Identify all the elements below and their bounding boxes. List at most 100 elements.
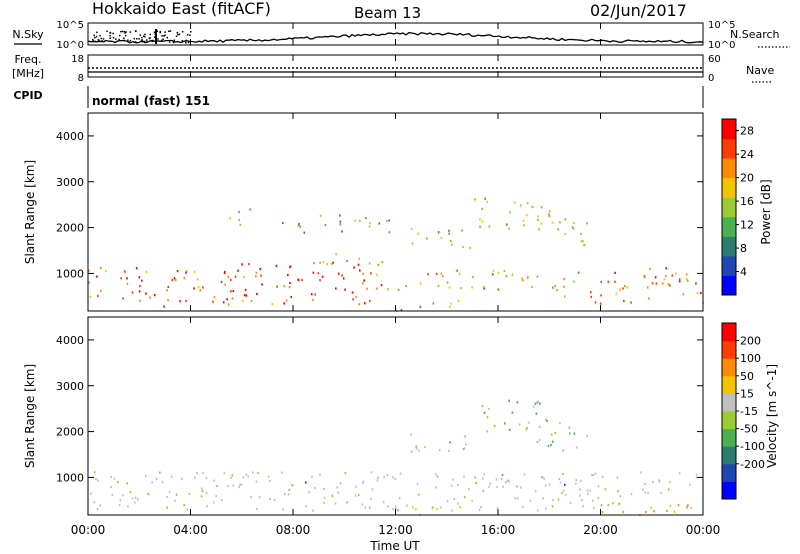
power-cell (261, 283, 263, 286)
velocity-colorbar-tick-label: 50 (740, 370, 754, 383)
power-cell (486, 200, 489, 203)
plot-title: Hokkaido East (fitACF) (92, 0, 271, 18)
power-cell (563, 277, 565, 280)
velocity-cell (186, 508, 189, 511)
power-cell (472, 276, 474, 279)
power-cell (564, 232, 567, 236)
nsky-dot (95, 35, 98, 38)
velocity-cell (600, 504, 603, 507)
nsky-dot (123, 31, 126, 33)
velocity-cell (206, 505, 208, 508)
nsky-dot (178, 33, 181, 35)
power-cell (387, 288, 389, 291)
velocity-cell (221, 499, 223, 502)
velocity-cell (562, 472, 564, 475)
velocity-cell (535, 401, 538, 404)
power-cell (362, 272, 364, 275)
nsky-dot (146, 39, 148, 41)
nsky-dot (106, 30, 108, 32)
nsky-dot (134, 41, 137, 43)
velocity-cell (435, 486, 437, 489)
nsky-dot (134, 30, 137, 33)
velocity-colorbar-tick-label: 15 (740, 387, 754, 400)
velocity-cell (175, 493, 178, 496)
velocity-cell (463, 447, 466, 450)
nsky-dot (190, 31, 192, 33)
nsky-dot (100, 37, 103, 40)
power-cell (440, 272, 443, 275)
velocity-cell (414, 508, 417, 511)
power-colorbar-bin (722, 275, 736, 296)
date-label: 02/Jun/2017 (590, 1, 687, 20)
velocity-cell (471, 499, 473, 502)
velocity-cell (539, 402, 541, 405)
nsky-dot (157, 38, 159, 40)
power-cell (397, 288, 400, 291)
velocity-cell (288, 488, 290, 491)
velocity-cell (431, 506, 434, 509)
power-cell (686, 278, 688, 281)
power-cell (100, 266, 102, 269)
velocity-cell (575, 482, 577, 485)
velocity-cell (486, 416, 489, 419)
power-cell (483, 287, 485, 290)
power-y-tick-label: 2000 (56, 222, 84, 235)
velocity-cell (534, 490, 537, 493)
velocity-cell (582, 505, 584, 508)
velocity-cell (592, 474, 595, 477)
velocity-cell (205, 492, 208, 495)
power-cell (234, 275, 237, 278)
power-colorbar-tick-label: 28 (740, 125, 754, 138)
velocity-cell (488, 485, 490, 488)
power-cell (527, 276, 529, 279)
power-panel: 1000 2000 3000 4000 Slant Range [km] 4 8 12 16… (23, 112, 773, 312)
power-cell (232, 290, 235, 293)
power-cell (310, 293, 313, 296)
velocity-cell (690, 506, 693, 510)
power-cell (332, 261, 334, 264)
power-cell (665, 267, 667, 270)
power-cell (179, 300, 181, 303)
power-cell (238, 218, 240, 221)
power-cell (354, 219, 356, 222)
freq-tick-top: 18 (71, 54, 84, 65)
power-cell (615, 292, 618, 295)
velocity-cell (398, 497, 401, 500)
velocity-cell (669, 480, 671, 483)
power-cell (448, 305, 451, 308)
power-cell (248, 262, 250, 266)
velocity-cell (216, 484, 218, 487)
power-colorbar-label: Power [dB] (759, 179, 773, 244)
velocity-cell (436, 475, 439, 478)
power-cell (624, 284, 626, 288)
power-cell (630, 301, 632, 304)
power-cell (353, 266, 355, 269)
power-cell (573, 227, 575, 230)
power-cell (283, 302, 285, 305)
power-cell (139, 284, 141, 287)
velocity-panel: 1000 2000 3000 4000 Slant Range [km] 200 100… (23, 316, 779, 517)
velocity-cell (324, 496, 326, 499)
velocity-cell (174, 499, 176, 502)
power-cell (497, 271, 500, 274)
time-axis-label: Time UT (369, 539, 420, 553)
power-cell (297, 278, 299, 281)
power-cell (381, 261, 384, 264)
power-cell (471, 286, 473, 289)
power-colorbar-tick-label: 16 (740, 195, 754, 208)
power-cell (523, 224, 525, 227)
nsky-dot (159, 31, 161, 34)
velocity-cell (145, 474, 147, 477)
nsearch-label: N.Search (730, 28, 780, 41)
velocity-cell (516, 497, 519, 500)
velocity-cell (551, 440, 554, 443)
nsky-dot (189, 34, 191, 36)
power-cell (437, 284, 440, 287)
velocity-cell (465, 443, 467, 446)
nsky-dot (152, 39, 154, 42)
velocity-colorbar-tick-label: -50 (740, 423, 758, 436)
velocity-cell (438, 449, 441, 452)
nsky-dot (120, 30, 122, 33)
power-cell (298, 223, 300, 226)
velocity-colorbar-bin (722, 323, 736, 342)
